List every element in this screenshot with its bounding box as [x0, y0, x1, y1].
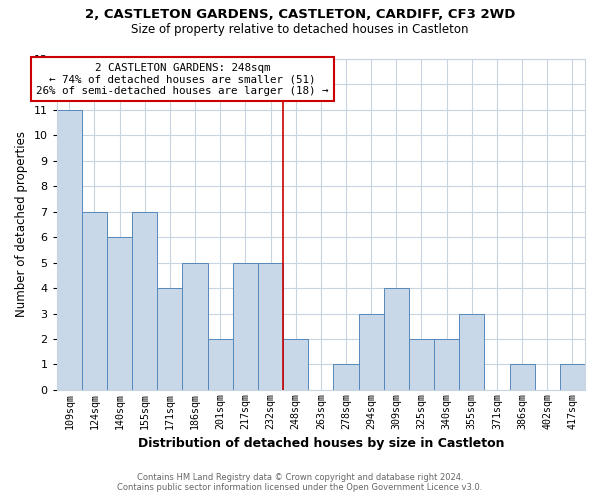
Bar	[233, 262, 258, 390]
Bar	[132, 212, 157, 390]
Bar	[82, 212, 107, 390]
Bar	[560, 364, 585, 390]
Bar	[283, 339, 308, 390]
Text: 2, CASTLETON GARDENS, CASTLETON, CARDIFF, CF3 2WD: 2, CASTLETON GARDENS, CASTLETON, CARDIFF…	[85, 8, 515, 20]
Bar	[157, 288, 182, 390]
Text: 2 CASTLETON GARDENS: 248sqm
← 74% of detached houses are smaller (51)
26% of sem: 2 CASTLETON GARDENS: 248sqm ← 74% of det…	[36, 63, 329, 96]
Text: Size of property relative to detached houses in Castleton: Size of property relative to detached ho…	[131, 22, 469, 36]
Bar	[334, 364, 359, 390]
Y-axis label: Number of detached properties: Number of detached properties	[15, 132, 28, 318]
Bar	[409, 339, 434, 390]
Bar	[459, 314, 484, 390]
Bar	[434, 339, 459, 390]
Bar	[359, 314, 384, 390]
Bar	[57, 110, 82, 390]
Bar	[208, 339, 233, 390]
Bar	[107, 237, 132, 390]
Bar	[509, 364, 535, 390]
Bar	[182, 262, 208, 390]
Bar	[384, 288, 409, 390]
Text: Contains HM Land Registry data © Crown copyright and database right 2024.
Contai: Contains HM Land Registry data © Crown c…	[118, 473, 482, 492]
X-axis label: Distribution of detached houses by size in Castleton: Distribution of detached houses by size …	[137, 437, 504, 450]
Bar	[258, 262, 283, 390]
